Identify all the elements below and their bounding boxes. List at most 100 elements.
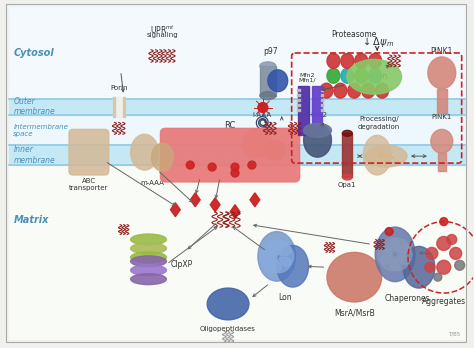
Text: V: V [270, 147, 276, 156]
Circle shape [385, 228, 393, 236]
Ellipse shape [431, 129, 453, 153]
Ellipse shape [376, 83, 389, 98]
Ellipse shape [268, 70, 288, 92]
Ellipse shape [258, 231, 296, 281]
Text: $\downarrow \Delta \psi_m$: $\downarrow \Delta \psi_m$ [361, 35, 394, 49]
Bar [320, 89, 323, 91]
Circle shape [231, 169, 239, 177]
Ellipse shape [391, 255, 410, 271]
Ellipse shape [334, 83, 347, 98]
Ellipse shape [341, 68, 354, 83]
Text: Processing/: Processing/ [359, 117, 399, 122]
Text: Porin: Porin [110, 85, 128, 91]
Text: PINK1: PINK1 [430, 47, 453, 56]
Bar [297, 94, 300, 96]
Ellipse shape [375, 227, 415, 282]
Ellipse shape [131, 252, 166, 263]
Bar [9, 98, 465, 116]
Bar [297, 109, 300, 111]
Text: Mfn1/: Mfn1/ [299, 78, 316, 83]
Circle shape [434, 273, 442, 281]
Circle shape [455, 260, 465, 270]
Text: I: I [184, 147, 187, 156]
Ellipse shape [365, 145, 407, 167]
Ellipse shape [260, 246, 274, 266]
Ellipse shape [398, 244, 412, 264]
Circle shape [440, 218, 448, 226]
Ellipse shape [378, 244, 392, 264]
Ellipse shape [273, 240, 291, 255]
Circle shape [447, 235, 457, 244]
Bar [297, 98, 300, 101]
Ellipse shape [264, 140, 286, 160]
Polygon shape [250, 193, 260, 207]
Ellipse shape [391, 238, 410, 254]
Text: Proteasome: Proteasome [332, 30, 377, 39]
Ellipse shape [131, 265, 166, 276]
Text: p97: p97 [264, 47, 278, 56]
Ellipse shape [131, 134, 158, 170]
Polygon shape [230, 205, 240, 219]
Bar [297, 89, 300, 91]
Circle shape [425, 262, 435, 272]
Circle shape [437, 260, 451, 274]
Text: Opa1: Opa1 [338, 182, 356, 188]
Text: PARL: PARL [378, 153, 395, 159]
Text: Inner
membrane: Inner membrane [13, 145, 55, 165]
Ellipse shape [280, 246, 294, 266]
Bar [9, 145, 465, 165]
Text: Oligopeptidases: Oligopeptidases [200, 326, 256, 332]
Bar [113, 97, 125, 118]
Text: parkin: parkin [361, 72, 388, 81]
Ellipse shape [355, 68, 368, 83]
Ellipse shape [273, 257, 291, 273]
Text: HtrA2: HtrA2 [308, 112, 328, 118]
Circle shape [426, 247, 438, 259]
Ellipse shape [327, 252, 382, 302]
Bar [438, 153, 446, 171]
Ellipse shape [131, 256, 166, 267]
Circle shape [208, 163, 216, 171]
Text: Chaperones: Chaperones [384, 294, 430, 303]
Circle shape [258, 103, 268, 112]
Ellipse shape [403, 246, 435, 288]
Text: Outer
membrane: Outer membrane [13, 97, 55, 116]
FancyBboxPatch shape [161, 128, 300, 182]
Ellipse shape [355, 54, 368, 68]
Ellipse shape [369, 54, 382, 68]
Ellipse shape [428, 57, 456, 89]
Ellipse shape [263, 257, 281, 273]
Ellipse shape [363, 135, 391, 175]
Bar [298, 86, 309, 135]
Ellipse shape [362, 83, 374, 98]
Text: PINK1: PINK1 [432, 114, 452, 120]
Bar [437, 89, 447, 113]
Bar [113, 97, 115, 118]
Ellipse shape [152, 143, 173, 171]
Text: RC: RC [224, 121, 236, 130]
Bar [9, 6, 465, 98]
Bar [260, 66, 276, 96]
Text: Aggregates: Aggregates [422, 297, 466, 306]
Ellipse shape [131, 274, 166, 285]
Ellipse shape [348, 83, 361, 98]
Polygon shape [191, 193, 200, 207]
Text: II: II [204, 147, 210, 156]
Text: signaling: signaling [146, 32, 178, 38]
Ellipse shape [131, 234, 166, 245]
Text: MsrA/MsrB: MsrA/MsrB [334, 309, 374, 318]
Polygon shape [210, 198, 220, 212]
Text: Intermembrane
space: Intermembrane space [13, 124, 68, 137]
Ellipse shape [342, 174, 352, 180]
Text: Cytosol: Cytosol [13, 48, 54, 58]
Bar [297, 104, 300, 106]
Text: m-AAA: m-AAA [141, 180, 164, 186]
Ellipse shape [327, 68, 340, 83]
Bar [342, 133, 352, 177]
Ellipse shape [304, 124, 331, 157]
Text: ClpXP: ClpXP [170, 260, 192, 269]
Bar [320, 98, 323, 101]
Circle shape [248, 161, 256, 169]
Circle shape [437, 237, 451, 250]
Circle shape [231, 163, 239, 171]
